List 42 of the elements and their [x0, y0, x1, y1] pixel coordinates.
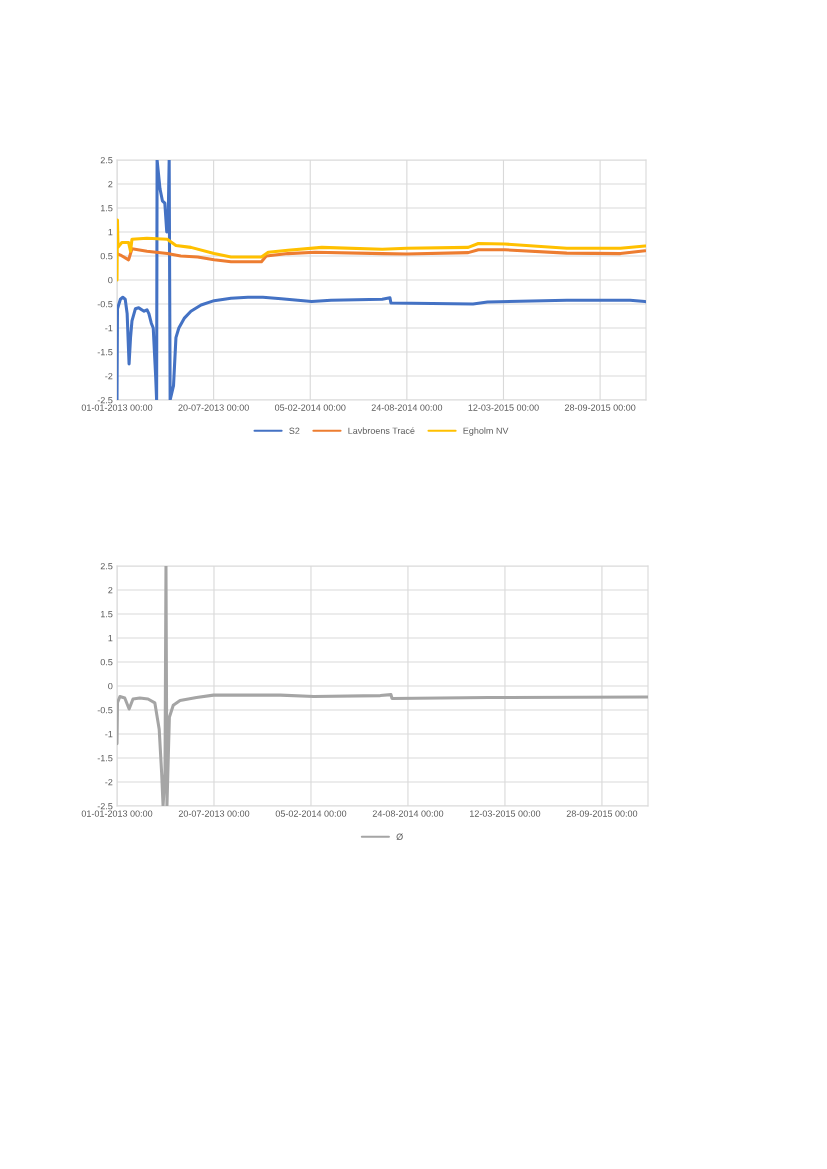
x-tick-label: 05-02-2014 00:00: [275, 810, 347, 817]
x-tick-label: 20-07-2013 00:00: [178, 404, 249, 411]
y-tick-label: -0.5: [97, 300, 113, 308]
y-tick-label: -1.5: [97, 755, 113, 762]
x-tick-label: 24-08-2014 00:00: [372, 810, 444, 817]
y-tick-label: -2.5: [97, 802, 113, 810]
y-tick-label: 1.5: [100, 611, 113, 618]
x-tick-label: 24-08-2014 00:00: [371, 404, 443, 411]
y-tick-label: -1: [105, 731, 113, 738]
y-tick-label: 2.5: [100, 156, 113, 164]
x-tick-label: 20-07-2013 00:00: [178, 810, 250, 817]
x-tick-label: 01-01-2013 00:00: [81, 810, 153, 817]
y-tick-label: 1.5: [100, 205, 113, 212]
y-tick-label: 0: [108, 682, 113, 690]
y-tick-label: -0.5: [97, 706, 113, 714]
y-tick-label: 0.5: [100, 252, 113, 260]
x-tick-label: 28-09-2015 00:00: [564, 404, 636, 411]
legend-label: S2: [289, 427, 300, 434]
line-series: [117, 160, 646, 400]
legend-label: Ø: [396, 833, 403, 841]
y-tick-label: 0.5: [100, 658, 113, 666]
y-tick-label: 2: [108, 180, 113, 188]
line-series: [117, 218, 646, 282]
x-tick-label: 28-09-2015 00:00: [566, 810, 638, 817]
y-tick-label: -2.5: [97, 396, 113, 404]
line-series: [117, 247, 646, 264]
legend-label: Lavbroens Tracé: [348, 427, 415, 434]
x-tick-label: 05-02-2014 00:00: [274, 404, 346, 411]
x-tick-label: 12-03-2015 00:00: [470, 810, 541, 817]
y-tick-label: 2: [108, 586, 113, 594]
legend-label: Egholm NV: [463, 427, 509, 436]
y-tick-label: 1: [108, 635, 113, 642]
y-tick-label: -2: [105, 372, 113, 380]
y-tick-label: -2: [105, 778, 113, 786]
y-tick-label: 0: [108, 276, 113, 284]
line-series: [117, 566, 648, 806]
x-tick-label: 12-03-2015 00:00: [468, 404, 539, 411]
y-tick-label: -1.5: [97, 349, 113, 356]
y-tick-label: 2.5: [100, 562, 113, 570]
y-tick-label: -1: [105, 325, 113, 332]
x-tick-label: 01-01-2013 00:00: [81, 404, 153, 411]
y-tick-label: 1: [108, 229, 113, 236]
